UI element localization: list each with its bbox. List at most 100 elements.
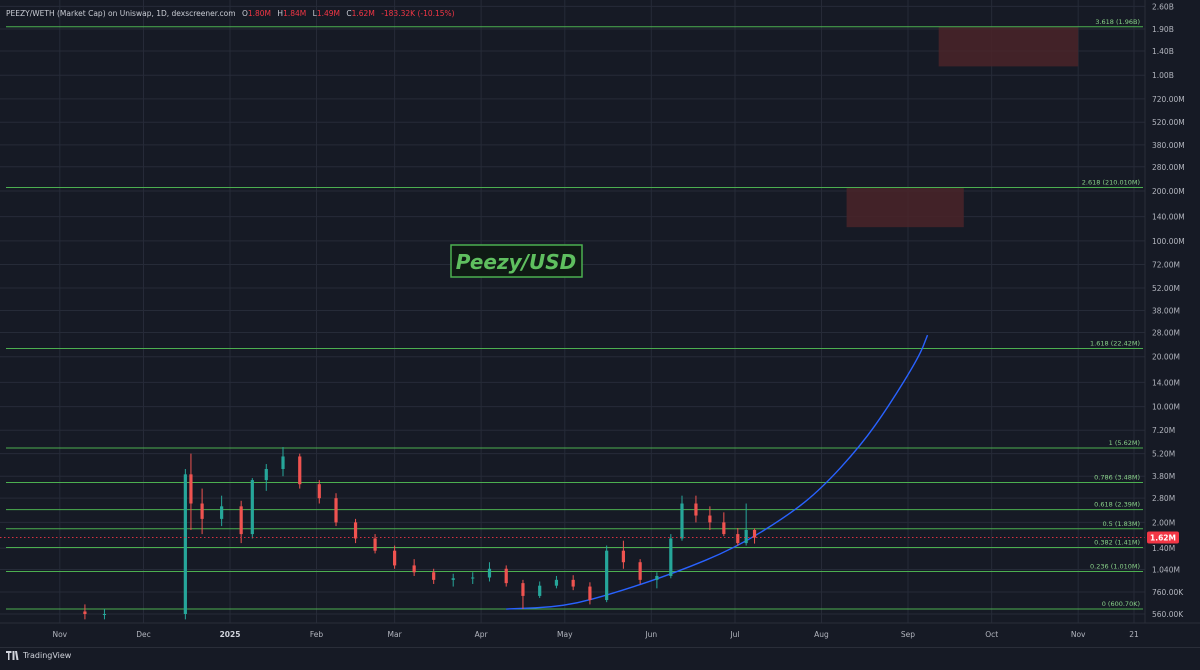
- price-axis-tick-label: 140.00M: [1152, 213, 1185, 222]
- candle-body: [451, 578, 455, 580]
- candle-body: [655, 575, 659, 580]
- chart-title: Peezy/USD: [456, 250, 576, 274]
- candle-body: [189, 474, 193, 504]
- price-axis-tick-label: 760.00K: [1152, 588, 1184, 597]
- candle-body: [605, 550, 609, 601]
- price-axis-tick-label: 1.90B: [1152, 25, 1174, 34]
- price-axis-tick-label: 720.00M: [1152, 95, 1185, 104]
- fib-level-label: 0.5 (1.83M): [1102, 520, 1140, 528]
- high-label: H: [277, 9, 284, 18]
- fib-level-label: 1.618 (22.42M): [1090, 339, 1140, 347]
- price-axis-tick-label: 28.00M: [1152, 328, 1180, 337]
- time-axis-tick-label: Jun: [644, 630, 657, 639]
- fib-level-label: 0.786 (3.48M): [1094, 474, 1140, 482]
- parabolic-curve: [506, 334, 929, 610]
- candle-body: [183, 474, 187, 614]
- time-axis-tick-label: Dec: [136, 630, 151, 639]
- time-axis-tick-label: 2025: [220, 630, 241, 639]
- time-axis-tick-label: Feb: [310, 630, 324, 639]
- price-axis-tick-label: 280.00M: [1152, 163, 1185, 172]
- time-axis-tick-label: May: [557, 630, 573, 639]
- candle-body: [708, 515, 712, 523]
- candle-body: [239, 506, 243, 535]
- price-axis-tick-label: 380.00M: [1152, 141, 1185, 150]
- time-axis-tick-label: Oct: [985, 630, 998, 639]
- fib-level-label: 2.618 (210.010M): [1082, 178, 1140, 186]
- time-axis-tick-label: Aug: [814, 630, 829, 639]
- candle-body: [334, 498, 338, 523]
- candle-body: [621, 550, 625, 563]
- candle-body: [102, 614, 107, 615]
- candle-body: [669, 538, 673, 576]
- tradingview-logo-icon: [6, 651, 19, 660]
- candle-body: [752, 529, 757, 538]
- pair-title: PEEZY/WETH (Market Cap) on Uniswap, 1D, …: [6, 9, 236, 18]
- fib-level-label: 0 (600.70K): [1102, 600, 1140, 608]
- candle-body: [432, 572, 436, 580]
- fib-level-label: 3.618 (1.96B): [1095, 18, 1140, 26]
- time-axis-tick-label: Apr: [475, 630, 489, 639]
- price-axis-tick-label: 1.040M: [1152, 565, 1180, 574]
- chart-title-frame: [450, 244, 583, 278]
- low-label: L: [312, 9, 317, 18]
- candle-body: [694, 503, 698, 516]
- candle-body: [373, 538, 377, 551]
- candle-body: [554, 579, 559, 586]
- price-axis-panel: [1145, 0, 1200, 623]
- price-axis-tick-label: 5.20M: [1152, 450, 1175, 459]
- price-axis-tick-label: 38.00M: [1152, 307, 1180, 316]
- candle-body: [250, 480, 254, 535]
- price-axis-tick-label: 560.00K: [1152, 610, 1184, 619]
- candle-body: [722, 522, 726, 535]
- candle-body: [83, 611, 87, 614]
- price-axis-tick-label: 3.80M: [1152, 472, 1175, 481]
- fib-level-label: 0.236 (1.010M): [1090, 563, 1140, 571]
- price-axis-tick-label: 100.00M: [1152, 237, 1185, 246]
- candle-body: [680, 503, 684, 539]
- target-zone: [846, 187, 964, 228]
- time-axis-tick-label: Nov: [1071, 630, 1086, 639]
- fib-level-label: 0.618 (2.39M): [1094, 501, 1140, 509]
- close-value: 1.62M: [351, 9, 375, 18]
- candle-body: [317, 484, 321, 499]
- last-price-tag-label: 1.62M: [1150, 534, 1176, 543]
- open-label: O: [241, 9, 248, 18]
- time-axis-tick-label: Jul: [729, 630, 739, 639]
- price-axis-tick-label: 1.40B: [1152, 47, 1174, 56]
- time-axis-tick-label: Nov: [52, 630, 67, 639]
- candle-body: [487, 568, 492, 578]
- price-axis-tick-label: 14.00M: [1152, 378, 1180, 387]
- chart-legend-header: PEEZY/WETH (Market Cap) on Uniswap, 1D, …: [6, 9, 455, 18]
- tradingview-brand[interactable]: TradingView: [6, 651, 71, 660]
- price-axis-tick-label: 7.20M: [1152, 426, 1175, 435]
- candle-body: [353, 522, 358, 539]
- target-zone: [938, 27, 1079, 67]
- candle-body: [220, 506, 224, 519]
- price-axis-tick-label: 10.00M: [1152, 403, 1180, 412]
- price-axis-tick-label: 52.00M: [1152, 284, 1180, 293]
- price-axis-tick-label: 2.80M: [1152, 494, 1175, 503]
- candle-body: [504, 568, 508, 584]
- candle-body: [588, 586, 592, 601]
- price-axis-tick-label: 1.40M: [1152, 544, 1175, 553]
- candle-body: [412, 565, 416, 573]
- time-axis-tick-label: Sep: [901, 630, 915, 639]
- close-label: C: [346, 9, 352, 18]
- price-axis-tick-label: 20.00M: [1152, 353, 1180, 362]
- price-axis-tick-label: 520.00M: [1152, 118, 1185, 127]
- change-value: -183.32K (-10.15%): [381, 9, 455, 18]
- time-axis-tick-label: Mar: [388, 630, 403, 639]
- candle-body: [638, 562, 642, 580]
- low-value: 1.49M: [316, 9, 340, 18]
- price-axis-tick-label: 72.00M: [1152, 261, 1180, 270]
- price-axis-tick-label: 2.00M: [1152, 518, 1175, 527]
- candle-body: [393, 550, 397, 566]
- footer-bar: TradingView: [0, 647, 1200, 666]
- time-axis-tick-label: 21: [1129, 630, 1139, 639]
- candle-body: [736, 534, 740, 544]
- candle-body: [281, 456, 285, 470]
- tradingview-label: TradingView: [23, 651, 72, 660]
- open-value: 1.80M: [247, 9, 272, 18]
